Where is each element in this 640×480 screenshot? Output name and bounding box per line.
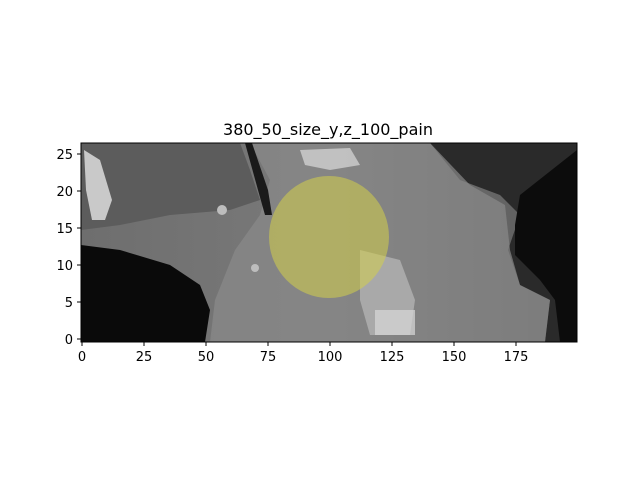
x-tick-175: 175	[504, 350, 529, 365]
x-tick-75: 75	[260, 350, 277, 365]
x-tick-125: 125	[380, 350, 405, 365]
y-axis: 0 5 10 15 20 25	[56, 148, 81, 348]
x-axis: 0 25 50 75 100 125 150 175	[78, 342, 529, 365]
x-tick-0: 0	[78, 350, 86, 365]
axes-frame	[80, 142, 578, 343]
y-tick-25: 25	[56, 148, 73, 163]
x-tick-100: 100	[318, 350, 343, 365]
plot-title: 380_50_size_y,z_100_pain	[223, 120, 433, 140]
y-tick-15: 15	[56, 222, 73, 237]
overlay-region	[269, 176, 389, 298]
x-tick-25: 25	[136, 350, 153, 365]
x-tick-50: 50	[198, 350, 215, 365]
y-tick-20: 20	[56, 185, 73, 200]
x-tick-150: 150	[442, 350, 467, 365]
y-tick-10: 10	[56, 259, 73, 274]
y-tick-5: 5	[65, 296, 73, 311]
y-tick-0: 0	[65, 333, 73, 348]
